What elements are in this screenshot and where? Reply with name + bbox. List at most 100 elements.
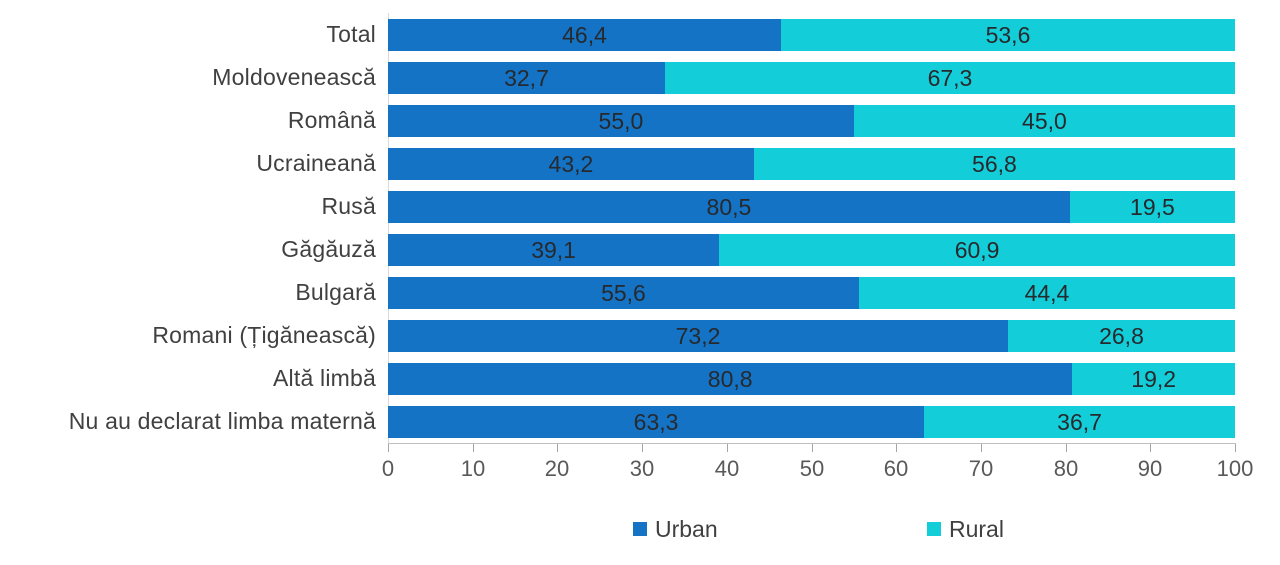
bar-row: Română 55,0 45,0 [0, 99, 1235, 142]
bar-segment-urban: 55,0 [388, 104, 854, 137]
category-label: Total [326, 21, 376, 47]
category-label: Romani (Țigănească) [152, 322, 376, 348]
segment-value-label: 45,0 [1022, 107, 1067, 134]
category-label: Moldovenească [212, 64, 376, 90]
bar-segment-rural: 19,5 [1069, 190, 1235, 223]
bar-segment-urban: 43,2 [388, 147, 754, 180]
axis-tick-label: 100 [1216, 456, 1254, 481]
axis-tick [388, 444, 389, 452]
legend-item-urban: Urban [633, 514, 718, 544]
segment-value-label: 43,2 [548, 150, 594, 177]
segment-value-label: 67,3 [927, 64, 973, 91]
axis-tick-label: 20 [544, 456, 570, 481]
rural-swatch-icon [927, 522, 941, 536]
bar-track: 73,2 26,8 [388, 319, 1235, 352]
category-label: Ucraineană [256, 150, 376, 176]
axis-tick [812, 444, 813, 452]
axis-tick-label: 80 [1053, 456, 1079, 481]
bar-row: Bulgară 55,6 44,4 [0, 271, 1235, 314]
category-label: Rusă [321, 193, 376, 219]
axis-tick [1066, 444, 1067, 452]
legend: Urban Rural [0, 514, 1280, 544]
bar-segment-urban: 80,8 [388, 362, 1073, 395]
bar-track: 46,4 53,6 [388, 18, 1235, 51]
bar-row: Ucraineană 43,2 56,8 [0, 142, 1235, 185]
axis-tick-label: 90 [1137, 456, 1163, 481]
category-label: Română [287, 107, 376, 133]
bar-segment-rural: 67,3 [664, 61, 1235, 94]
axis-tick [1150, 444, 1151, 452]
segment-value-label: 55,0 [598, 107, 644, 134]
segment-value-label: 39,1 [531, 236, 576, 263]
bar-row: Moldovenească 32,7 67,3 [0, 56, 1235, 99]
category-label: Bulgară [295, 279, 376, 305]
axis-tick-label: 50 [799, 456, 825, 481]
segment-value-label: 44,4 [1024, 279, 1070, 306]
segment-value-label: 19,2 [1131, 365, 1177, 392]
segment-value-label: 36,7 [1057, 408, 1102, 435]
bar-segment-urban: 55,6 [388, 276, 859, 309]
bar-segment-rural: 19,2 [1072, 362, 1235, 395]
segment-value-label: 32,7 [504, 64, 549, 91]
bar-track: 55,6 44,4 [388, 276, 1235, 309]
bar-row: Nu au declarat limba maternă 63,3 36,7 [0, 400, 1235, 443]
legend-item-rural: Rural [927, 514, 1004, 544]
bar-track: 43,2 56,8 [388, 147, 1235, 180]
axis-tick-label: 40 [714, 456, 740, 481]
axis-tick [473, 444, 474, 452]
bar-rows: Total 46,4 53,6 Moldovenească 32,7 67,3 Română… [0, 13, 1235, 443]
bar-track: 39,1 60,9 [388, 233, 1235, 266]
segment-value-label: 19,5 [1130, 193, 1175, 220]
bar-track: 55,0 45,0 [388, 104, 1235, 137]
axis-tick [981, 444, 982, 452]
bar-segment-urban: 80,5 [388, 190, 1070, 223]
axis-tick [557, 444, 558, 452]
axis-tick-label: 70 [968, 456, 994, 481]
bar-track: 32,7 67,3 [388, 61, 1235, 94]
bar-row: Găgăuză 39,1 60,9 [0, 228, 1235, 271]
bar-segment-rural: 44,4 [858, 276, 1235, 309]
y-axis-line [388, 13, 389, 443]
axis-tick [1235, 444, 1236, 452]
axis-tick-label: 30 [629, 456, 655, 481]
bar-row: Romani (Țigănească) 73,2 26,8 [0, 314, 1235, 357]
category-label: Găgăuză [281, 236, 376, 262]
segment-value-label: 80,5 [706, 193, 752, 220]
axis-tick-label: 10 [460, 456, 486, 481]
segment-value-label: 63,3 [633, 408, 679, 435]
bar-segment-rural: 60,9 [719, 233, 1235, 266]
segment-value-label: 53,6 [985, 21, 1031, 48]
segment-value-label: 46,4 [562, 21, 607, 48]
x-axis: 0 10 20 30 40 50 60 70 80 90 100 [382, 443, 1253, 481]
bar-row: Rusă 80,5 19,5 [0, 185, 1235, 228]
bar-row: Total 46,4 53,6 [0, 13, 1235, 56]
category-label: Nu au declarat limba maternă [68, 408, 376, 434]
bar-segment-urban: 63,3 [388, 405, 925, 438]
urban-swatch-icon [633, 522, 647, 536]
segment-value-label: 56,8 [972, 150, 1017, 177]
segment-value-label: 80,8 [707, 365, 753, 392]
segment-value-label: 60,9 [954, 236, 1000, 263]
segment-value-label: 55,6 [601, 279, 646, 306]
bar-track: 80,5 19,5 [388, 190, 1235, 223]
axis-tick [727, 444, 728, 452]
bar-segment-rural: 56,8 [753, 147, 1235, 180]
axis-tick [642, 444, 643, 452]
bar-segment-rural: 45,0 [853, 104, 1235, 137]
bar-segment-urban: 73,2 [388, 319, 1008, 352]
bar-segment-rural: 36,7 [924, 405, 1235, 438]
bar-segment-urban: 46,4 [388, 18, 781, 51]
bar-segment-urban: 39,1 [388, 233, 720, 266]
axis-tick-label: 0 [381, 456, 395, 481]
bar-track: 63,3 36,7 [388, 405, 1235, 438]
legend-label-urban: Urban [655, 515, 718, 542]
bar-segment-urban: 32,7 [388, 61, 665, 94]
bar-segment-rural: 26,8 [1008, 319, 1235, 352]
axis-tick-label: 60 [883, 456, 909, 481]
segment-value-label: 73,2 [675, 322, 721, 349]
segment-value-label: 26,8 [1099, 322, 1144, 349]
bar-track: 80,8 19,2 [388, 362, 1235, 395]
legend-label-rural: Rural [949, 515, 1004, 542]
axis-tick [896, 444, 897, 452]
